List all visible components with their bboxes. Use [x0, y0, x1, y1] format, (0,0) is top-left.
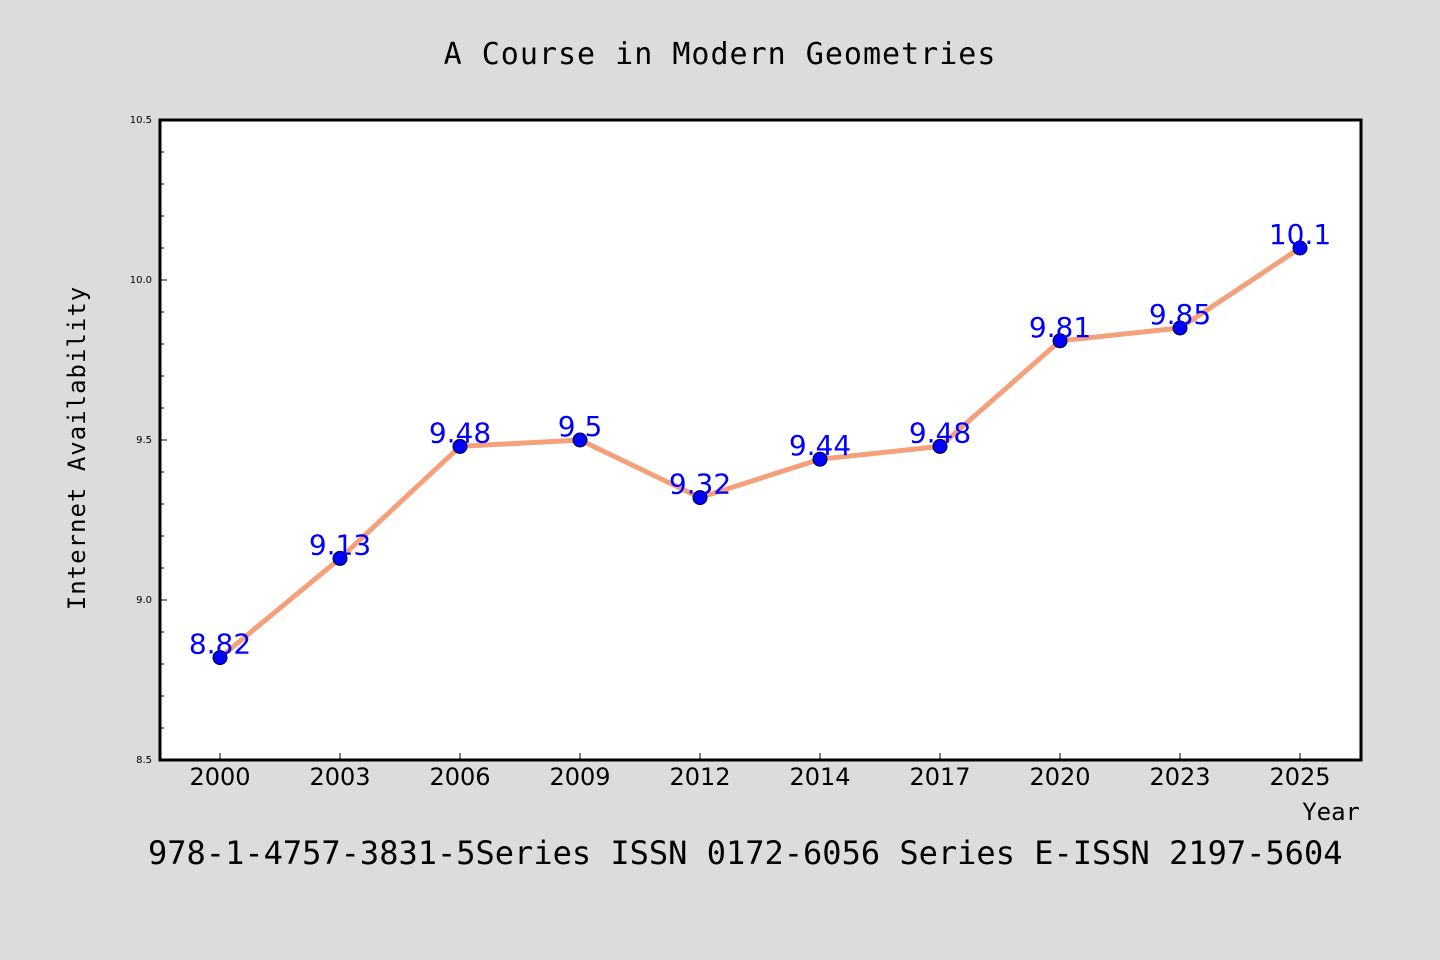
data-label: 9.85	[1149, 298, 1211, 331]
data-point	[572, 432, 588, 448]
y-tick-label: 9.5	[136, 435, 152, 446]
chart-title: A Course in Modern Geometries	[444, 37, 997, 72]
data-label: 8.82	[189, 628, 251, 661]
x-axis: 2000 2003 2006 2009 2012 2014 2017 2020 2023 2025	[189, 753, 1331, 791]
x-tick-label: 2014	[789, 763, 850, 791]
y-tick-label: 8.5	[136, 755, 152, 766]
data-label: 9.44	[789, 429, 851, 462]
data-point	[1052, 333, 1068, 349]
data-label: 9.48	[909, 416, 971, 449]
data-point	[1292, 240, 1308, 256]
data-point	[212, 650, 228, 666]
data-label: 9.48	[429, 416, 491, 449]
x-tick-label: 2023	[1149, 763, 1210, 791]
y-axis-label: Internet Availability	[63, 286, 91, 610]
data-label: 10.1	[1269, 218, 1331, 251]
x-tick-label: 2017	[909, 763, 970, 791]
data-point	[932, 438, 948, 454]
data-label: 9.32	[669, 468, 731, 501]
footer-text: 978-1-4757-3831-5Series ISSN 0172-6056 S…	[148, 834, 1342, 872]
data-point	[692, 490, 708, 506]
data-point	[332, 550, 348, 566]
y-tick-label: 10.0	[130, 275, 152, 286]
series-line	[217, 245, 1303, 661]
data-label: 9.5	[558, 410, 603, 443]
data-point	[812, 451, 828, 467]
data-point	[452, 438, 468, 454]
data-labels: 8.82 9.13 9.48 9.5 9.32 9.44 9.48 9.81 9.85 10.1	[189, 218, 1331, 661]
x-tick-label: 2000	[189, 763, 250, 791]
x-tick-label: 2006	[429, 763, 490, 791]
y-axis: 8.5 9.0 9.5 10.0 10.5	[130, 115, 167, 766]
y-tick-label: 9.0	[136, 595, 152, 606]
data-label: 9.13	[309, 528, 371, 561]
x-tick-label: 2009	[549, 763, 610, 791]
data-point	[1172, 320, 1188, 336]
y-tick-label: 10.5	[130, 115, 152, 126]
x-axis-label: Year	[1302, 798, 1360, 826]
data-label: 9.81	[1029, 311, 1091, 344]
x-tick-label: 2025	[1269, 763, 1330, 791]
data-markers	[212, 240, 1308, 666]
plot-area	[158, 118, 1363, 762]
x-tick-label: 2003	[309, 763, 370, 791]
x-tick-label: 2012	[669, 763, 730, 791]
x-tick-label: 2020	[1029, 763, 1090, 791]
